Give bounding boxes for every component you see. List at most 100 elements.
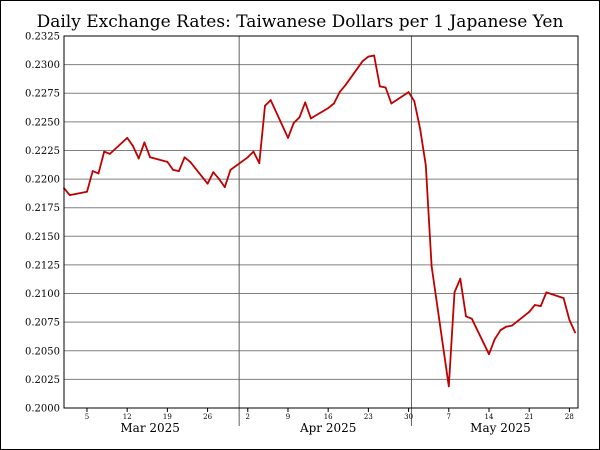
y-tick-label: 0.2075	[25, 318, 60, 329]
x-tick-label: 7	[447, 413, 451, 421]
y-tick-label: 0.2025	[25, 375, 60, 386]
data-point	[126, 137, 129, 139]
chart-title: Daily Exchange Rates: Taiwanese Dollars …	[36, 12, 564, 32]
data-point	[269, 99, 272, 101]
data-point	[258, 162, 261, 165]
data-point	[447, 385, 450, 388]
data-point	[178, 170, 180, 173]
data-point	[493, 338, 496, 341]
y-tick-label: 0.2275	[25, 89, 60, 100]
data-point	[539, 305, 542, 307]
y-tick-label: 0.2125	[25, 260, 60, 271]
y-tick-label: 0.2225	[25, 146, 60, 157]
data-point	[68, 194, 71, 197]
data-point	[344, 84, 347, 87]
data-point	[534, 304, 536, 306]
data-point	[298, 116, 301, 119]
month-boundary-lines	[238, 36, 412, 426]
data-point	[574, 331, 576, 334]
y-tick-label: 0.2175	[25, 203, 60, 214]
data-point	[223, 186, 226, 189]
data-point	[310, 117, 312, 120]
data-point	[333, 102, 335, 105]
x-tick-label: 26	[203, 413, 212, 421]
x-tick-label: 12	[123, 413, 132, 421]
x-tick-label: 9	[286, 413, 290, 421]
series-line	[63, 54, 576, 388]
x-month-label: May 2025	[470, 421, 531, 435]
data-point	[465, 315, 467, 318]
data-point	[252, 150, 255, 153]
y-tick-label: 0.2000	[25, 404, 60, 415]
plot-border	[63, 35, 579, 409]
data-point	[143, 141, 146, 144]
data-point	[287, 137, 289, 139]
data-point	[373, 54, 375, 57]
data-point	[212, 171, 215, 174]
data-point	[361, 60, 364, 63]
series-group	[63, 54, 576, 388]
x-tick-label: 23	[364, 413, 373, 421]
data-point	[390, 102, 393, 105]
data-point	[304, 101, 307, 104]
data-point	[166, 161, 169, 163]
x-tick-label: 21	[525, 413, 534, 421]
x-tick-label: 30	[404, 413, 413, 421]
x-tick-label: 28	[565, 413, 574, 421]
data-point	[229, 169, 232, 171]
data-point	[413, 100, 416, 103]
data-point	[206, 182, 209, 185]
data-point	[292, 122, 295, 124]
x-tick-label: 16	[324, 413, 333, 421]
y-tick-label: 0.2250	[25, 117, 60, 128]
x-tick-label: 5	[85, 413, 89, 421]
data-point	[511, 324, 513, 327]
data-point	[218, 178, 221, 181]
data-point	[172, 169, 175, 171]
data-point	[430, 265, 433, 267]
data-point	[109, 153, 111, 155]
x-tick-label: 2	[246, 413, 250, 421]
data-point	[424, 164, 427, 167]
y-tick-label: 0.2325	[25, 32, 60, 43]
data-point	[407, 91, 410, 93]
data-point	[419, 127, 421, 130]
data-point	[149, 156, 152, 159]
data-point	[327, 107, 330, 109]
x-axis: 5 12 19 26 2 9 16 23 30 7 14 21 28 Mar 2025 Apr 2025 Ma…	[85, 408, 574, 435]
data-point	[545, 291, 548, 294]
data-point	[528, 311, 531, 313]
data-point	[97, 172, 100, 175]
x-tick-label: 14	[485, 413, 494, 421]
data-point	[367, 55, 370, 58]
y-tick-label: 0.2050	[25, 346, 60, 357]
y-tick-label: 0.2100	[25, 289, 60, 300]
data-point	[453, 291, 456, 294]
data-point	[264, 104, 266, 107]
x-tick-label: 19	[163, 413, 172, 421]
data-point	[183, 156, 186, 159]
data-point	[246, 156, 249, 159]
data-point	[499, 329, 502, 332]
data-point	[505, 325, 508, 328]
data-point	[189, 161, 192, 163]
x-month-label: Mar 2025	[120, 421, 180, 435]
y-tick-label: 0.2300	[25, 60, 60, 71]
data-point	[132, 145, 134, 147]
y-tick-label: 0.2200	[25, 175, 60, 186]
data-point	[488, 353, 490, 356]
data-point	[338, 91, 341, 93]
x-month-label: Apr 2025	[299, 421, 356, 435]
data-point	[137, 157, 140, 160]
data-point	[384, 86, 387, 89]
data-point	[91, 170, 94, 173]
data-point	[562, 297, 565, 299]
y-axis: 0.2000 0.2025 0.2050 0.2075 0.2100 0.2125 0.21…	[25, 32, 60, 415]
data-point	[568, 319, 571, 321]
data-point	[379, 85, 381, 88]
data-point	[103, 150, 106, 153]
data-point	[459, 277, 462, 280]
gridlines	[64, 35, 578, 409]
